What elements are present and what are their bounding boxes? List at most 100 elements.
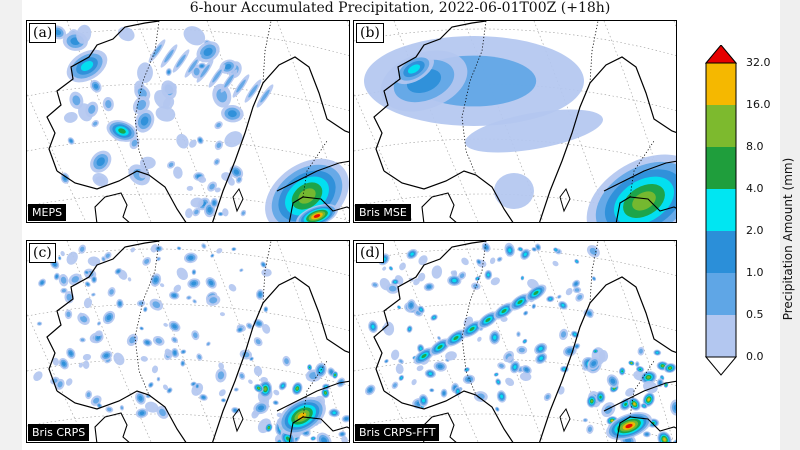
precip-core (313, 214, 321, 218)
precip-speckle (587, 311, 592, 316)
graticule-line (27, 92, 87, 222)
panel-a-meps: (a) MEPS (26, 20, 350, 223)
precip-speckle (390, 349, 400, 361)
precip-speckle (416, 365, 424, 372)
precip-cell (136, 100, 147, 111)
precip-speckle (257, 405, 265, 411)
precip-cell (88, 105, 96, 114)
precip-speckle (98, 404, 101, 407)
colorbar-tick-label: 0.5 (746, 308, 764, 321)
precip-speckle (138, 395, 143, 401)
precip-speckle (388, 285, 397, 292)
precip-cell (212, 200, 216, 205)
precip-cell (216, 88, 228, 103)
precip-speckle (452, 278, 457, 283)
precip-speckle (611, 419, 614, 422)
precip-speckle (489, 257, 496, 265)
precip-streak (248, 84, 258, 98)
precip-speckle (647, 398, 650, 401)
colorbar (705, 45, 737, 376)
precip-speckle (65, 378, 73, 386)
precip-speckle (172, 324, 177, 329)
graticule-line (463, 241, 544, 442)
graticule-line (27, 358, 349, 386)
precip-speckle (173, 350, 177, 355)
colorbar-tick-label: 2.0 (746, 224, 764, 237)
precip-speckle (476, 277, 479, 280)
panel-b-bris-mse: (b) Bris MSE (353, 20, 677, 223)
precip-speckle (103, 353, 109, 358)
colorbar-title: Precipitation Amount (mm) (781, 157, 795, 321)
precip-speckle (400, 376, 403, 379)
precip-speckle (191, 382, 204, 396)
island-gotland (232, 187, 244, 213)
precip-streak (188, 59, 198, 73)
precip-cell (162, 82, 177, 94)
precip-speckle (456, 389, 459, 393)
precip-cell (72, 95, 81, 106)
precip-cell (96, 157, 105, 167)
precip-speckle (334, 374, 336, 376)
precip-speckle (92, 293, 95, 296)
precip-speckle (93, 397, 100, 404)
precip-speckle (55, 275, 58, 278)
coastline-bothnia (212, 276, 349, 442)
precip-speckle (536, 245, 540, 249)
precip-speckle (262, 324, 271, 334)
precip-speckle (261, 268, 272, 277)
cbar-extend-min (705, 356, 737, 376)
precip-speckle (218, 362, 225, 370)
precip-speckle (211, 254, 214, 257)
precip-speckle (60, 250, 65, 257)
graticule-line (27, 312, 87, 442)
precip-speckle (232, 248, 235, 250)
coastline-bothnia (539, 276, 676, 442)
precip-speckle (409, 302, 413, 308)
colorbar-tick-label: 16.0 (746, 98, 771, 111)
precip-speckle (487, 273, 490, 277)
coastline-norway (46, 241, 160, 392)
precip-speckle (159, 283, 165, 288)
precip-speckle (109, 289, 114, 295)
precip-speckle (140, 327, 143, 330)
precip-speckle (574, 282, 578, 286)
precip-speckle (116, 270, 120, 273)
precip-speckle (193, 300, 196, 303)
precip-speckle (144, 258, 150, 264)
precip-band (453, 335, 459, 341)
precip-speckle (279, 442, 282, 443)
precip-speckle (497, 380, 500, 384)
precip-speckle (217, 371, 225, 380)
precip-speckle (162, 384, 169, 391)
precip-cell (237, 177, 241, 182)
precip-streak (152, 44, 162, 58)
coastline-bothnia (212, 56, 349, 222)
precip-core (625, 423, 633, 429)
precip-map-c (27, 241, 349, 443)
precip-map-b (354, 21, 676, 222)
precip-cell (214, 187, 221, 193)
coastline-south (383, 390, 514, 442)
precip-speckle (222, 399, 225, 402)
precip-cell (189, 139, 197, 148)
precip-speckle (533, 248, 536, 251)
border-east (302, 140, 328, 198)
precip-cell (118, 128, 126, 134)
coastline-south (56, 170, 187, 222)
precip-speckle (97, 322, 101, 325)
precip-cell (80, 61, 94, 71)
border-norway-sweden (461, 241, 487, 396)
precip-streak (212, 69, 222, 83)
precip-speckle (465, 368, 468, 371)
precip-speckle (234, 388, 238, 391)
precip-speckle (575, 345, 579, 348)
precip-speckle (120, 406, 124, 410)
island-gotland (559, 187, 571, 213)
coastline-finland (276, 160, 349, 192)
panel-tag: (d) (356, 243, 384, 263)
precip-speckle (277, 440, 281, 442)
border-east (302, 360, 328, 418)
coastline-south (56, 390, 187, 442)
precip-speckle (157, 377, 160, 381)
precip-cell (63, 111, 78, 123)
